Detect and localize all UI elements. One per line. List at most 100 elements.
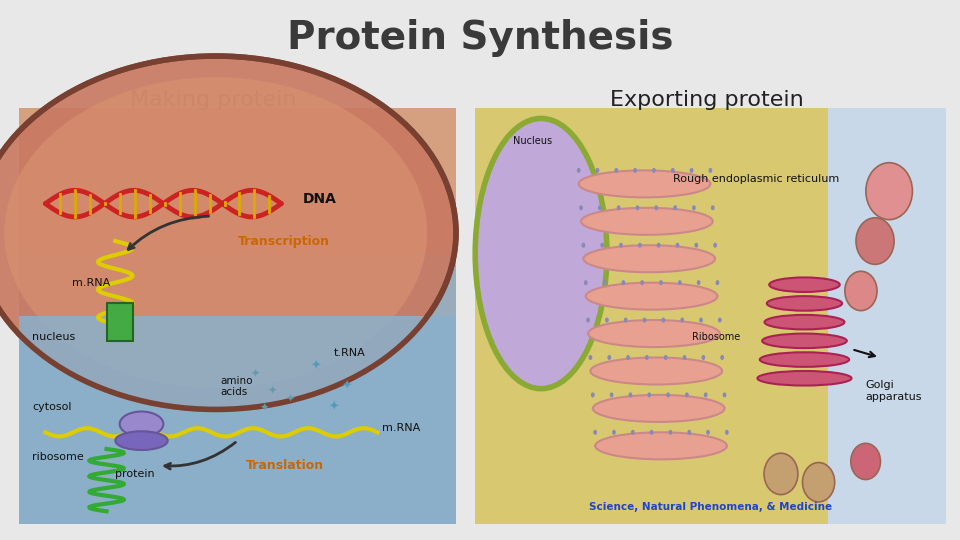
- Ellipse shape: [715, 280, 719, 285]
- Ellipse shape: [616, 205, 620, 210]
- Ellipse shape: [614, 168, 618, 173]
- Ellipse shape: [707, 430, 710, 435]
- Ellipse shape: [845, 271, 877, 310]
- Text: DNA: DNA: [303, 192, 337, 206]
- Ellipse shape: [647, 393, 651, 397]
- Ellipse shape: [645, 355, 649, 360]
- Ellipse shape: [619, 242, 623, 248]
- Ellipse shape: [676, 242, 680, 248]
- Ellipse shape: [661, 318, 665, 322]
- Ellipse shape: [610, 393, 613, 397]
- Ellipse shape: [577, 168, 581, 173]
- Ellipse shape: [694, 242, 698, 248]
- Ellipse shape: [764, 315, 845, 329]
- Ellipse shape: [629, 393, 633, 397]
- Text: nucleus: nucleus: [33, 332, 76, 342]
- Ellipse shape: [0, 56, 456, 409]
- Ellipse shape: [581, 208, 712, 235]
- Ellipse shape: [699, 318, 703, 322]
- Ellipse shape: [631, 430, 635, 435]
- Ellipse shape: [689, 168, 693, 173]
- Ellipse shape: [851, 443, 880, 480]
- Ellipse shape: [718, 318, 722, 322]
- Ellipse shape: [657, 242, 660, 248]
- Ellipse shape: [634, 168, 637, 173]
- Ellipse shape: [588, 320, 720, 347]
- Ellipse shape: [579, 205, 583, 210]
- Ellipse shape: [673, 205, 677, 210]
- Text: cytosol: cytosol: [33, 402, 72, 413]
- Ellipse shape: [650, 430, 654, 435]
- Ellipse shape: [624, 318, 628, 322]
- Ellipse shape: [725, 430, 729, 435]
- Ellipse shape: [592, 395, 725, 422]
- Ellipse shape: [584, 245, 715, 272]
- Ellipse shape: [5, 77, 427, 388]
- Ellipse shape: [723, 393, 727, 397]
- Ellipse shape: [603, 280, 607, 285]
- Ellipse shape: [636, 205, 639, 210]
- Ellipse shape: [590, 357, 722, 384]
- Ellipse shape: [710, 205, 714, 210]
- Bar: [19, 108, 456, 337]
- Ellipse shape: [720, 355, 724, 360]
- Ellipse shape: [593, 430, 597, 435]
- Text: Making protein: Making protein: [130, 90, 296, 110]
- Ellipse shape: [671, 168, 675, 173]
- Ellipse shape: [702, 355, 706, 360]
- Text: protein: protein: [115, 469, 155, 479]
- Text: Nucleus: Nucleus: [513, 136, 552, 146]
- Text: t.RNA: t.RNA: [334, 348, 366, 359]
- Text: ✦: ✦: [285, 394, 295, 404]
- Text: ✦: ✦: [311, 359, 322, 372]
- Text: ✦: ✦: [342, 380, 352, 393]
- Ellipse shape: [681, 318, 684, 322]
- Bar: [107, 303, 132, 341]
- Ellipse shape: [598, 205, 602, 210]
- Ellipse shape: [640, 280, 644, 285]
- Ellipse shape: [115, 431, 168, 450]
- Text: ✦: ✦: [328, 401, 339, 414]
- Ellipse shape: [687, 430, 691, 435]
- Ellipse shape: [642, 318, 646, 322]
- Ellipse shape: [655, 205, 659, 210]
- Ellipse shape: [764, 453, 798, 495]
- Text: Transcription: Transcription: [238, 234, 329, 247]
- Ellipse shape: [683, 355, 686, 360]
- Bar: [19, 253, 456, 524]
- Text: ribosome: ribosome: [33, 453, 84, 462]
- Ellipse shape: [621, 280, 625, 285]
- Ellipse shape: [769, 278, 840, 292]
- Text: Rough endoplasmic reticulum: Rough endoplasmic reticulum: [673, 174, 839, 184]
- Ellipse shape: [595, 433, 727, 460]
- Ellipse shape: [587, 318, 590, 322]
- Text: Science, Natural Phenomena, & Medicine: Science, Natural Phenomena, & Medicine: [588, 502, 832, 512]
- Ellipse shape: [595, 168, 599, 173]
- Text: ✦: ✦: [259, 402, 269, 413]
- Ellipse shape: [692, 205, 696, 210]
- Ellipse shape: [803, 463, 834, 502]
- Ellipse shape: [612, 430, 616, 435]
- Ellipse shape: [475, 118, 607, 389]
- Bar: [475, 108, 946, 524]
- Ellipse shape: [588, 355, 592, 360]
- Ellipse shape: [579, 171, 710, 198]
- Ellipse shape: [663, 355, 667, 360]
- Text: m.RNA: m.RNA: [382, 423, 420, 433]
- Ellipse shape: [638, 242, 641, 248]
- Ellipse shape: [856, 218, 894, 265]
- Ellipse shape: [713, 242, 717, 248]
- Ellipse shape: [708, 168, 712, 173]
- Ellipse shape: [767, 296, 842, 310]
- Ellipse shape: [608, 355, 612, 360]
- Text: ✦: ✦: [251, 369, 260, 379]
- Text: m.RNA: m.RNA: [72, 278, 109, 288]
- Ellipse shape: [652, 168, 656, 173]
- Ellipse shape: [582, 242, 586, 248]
- Ellipse shape: [626, 355, 630, 360]
- Ellipse shape: [600, 242, 604, 248]
- Ellipse shape: [866, 163, 912, 220]
- Text: ✦: ✦: [268, 386, 277, 396]
- Bar: [19, 108, 456, 524]
- Ellipse shape: [666, 393, 670, 397]
